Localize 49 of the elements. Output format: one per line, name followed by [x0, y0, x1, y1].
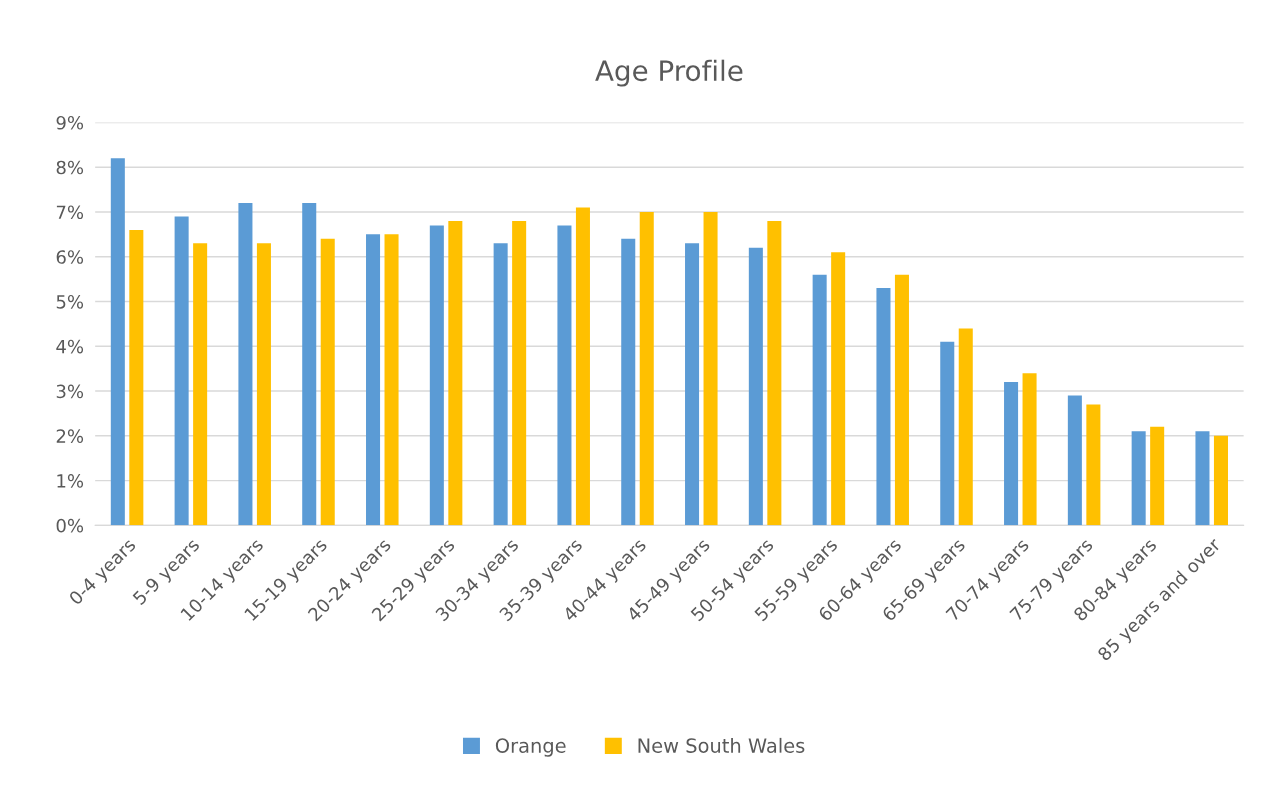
legend-label: Orange: [495, 738, 566, 757]
bar: [748, 247, 763, 526]
bar: [940, 341, 955, 526]
bar: [174, 216, 189, 526]
bar: [1131, 431, 1146, 526]
bar: [557, 225, 572, 526]
bar: [1195, 431, 1210, 526]
y-tick-label: 5%: [56, 294, 84, 309]
bar: [685, 243, 700, 526]
chart-title: Age Profile: [595, 59, 743, 87]
bar: [512, 220, 527, 526]
y-tick-label: 8%: [56, 160, 84, 175]
bar: [876, 288, 891, 526]
bar: [575, 207, 590, 526]
y-tick-label: 9%: [56, 115, 84, 130]
bar: [129, 229, 144, 526]
legend-label: New South Wales: [638, 737, 805, 753]
bar: [958, 328, 973, 526]
bar: [703, 211, 718, 526]
bar: [320, 238, 335, 526]
y-tick-label: 3%: [56, 384, 84, 399]
bar: [639, 211, 654, 526]
y-tick-label: 7%: [56, 205, 84, 220]
bar: [1004, 382, 1019, 526]
bar: [256, 243, 271, 526]
bar: [1150, 426, 1165, 526]
y-tick-label: 4%: [56, 339, 84, 354]
bar: [302, 203, 317, 526]
bar: [448, 220, 463, 526]
bar: [384, 234, 399, 526]
bar: [193, 243, 208, 526]
bar: [493, 243, 508, 526]
y-tick-label: 6%: [56, 250, 84, 264]
bar: [812, 274, 827, 526]
y-tick-label: 2%: [56, 429, 84, 443]
bar: [1213, 435, 1228, 526]
bar: [110, 158, 125, 526]
bar: [429, 225, 444, 526]
y-tick-label: 0%: [56, 518, 84, 533]
bar: [238, 203, 253, 526]
bar: [1086, 404, 1101, 526]
bar: [366, 234, 381, 526]
bar: [621, 238, 636, 526]
y-tick-label: 1%: [57, 474, 84, 488]
bar: [894, 274, 909, 526]
bar: [767, 220, 782, 526]
bar: [1022, 373, 1037, 526]
bar: [1067, 395, 1082, 526]
bar: [831, 252, 846, 526]
